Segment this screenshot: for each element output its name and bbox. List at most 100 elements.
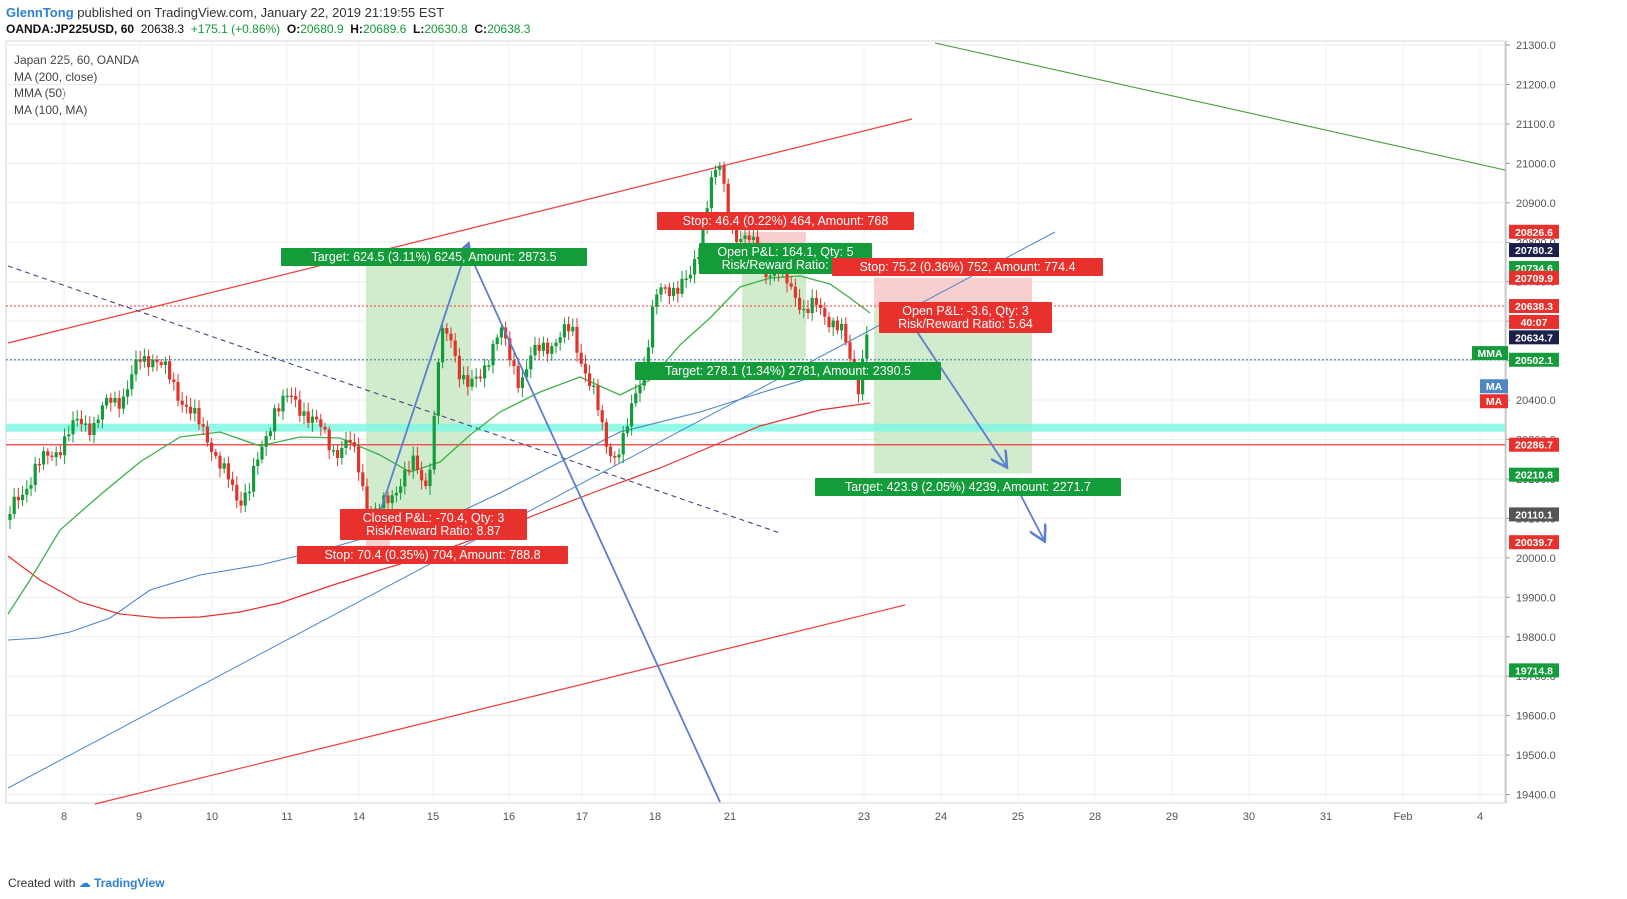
short-target-zone-3: [874, 307, 1032, 474]
trade-label-text: Target: 423.9 (2.05%) 4239, Amount: 2271…: [845, 480, 1091, 494]
candle-body: [84, 423, 88, 425]
candle-body: [806, 308, 810, 314]
price-change: +175.1 (+0.86%): [190, 22, 281, 36]
low-value: 20630.8: [424, 22, 468, 36]
price-tag: [1509, 507, 1559, 522]
candle-body: [525, 369, 529, 378]
price-tag-label: 20210.8: [1515, 470, 1553, 482]
candle-body: [168, 361, 172, 380]
candle-body: [176, 382, 180, 401]
candle-body: [142, 356, 146, 362]
candle-body: [163, 361, 167, 366]
candle-body: [180, 400, 184, 405]
candle-body: [37, 463, 41, 466]
last-price: 20638.3: [140, 22, 185, 36]
candle-body: [709, 177, 713, 209]
candle-body: [747, 235, 751, 240]
candle-body: [680, 278, 684, 294]
x-tick-label: 28: [1089, 811, 1101, 823]
trade-labels: Target: 624.5 (3.11%) 6245, Amount: 2873…: [281, 212, 1121, 564]
candle-body: [33, 463, 37, 486]
candle-body: [789, 283, 793, 287]
candle-body: [714, 169, 718, 178]
created-with-text: Created with: [8, 876, 76, 890]
x-tick-label: 24: [935, 811, 947, 823]
legend-series[interactable]: Japan 225, 60, OANDA: [14, 53, 140, 67]
symbol-label[interactable]: OANDA:JP225USD, 60: [6, 22, 135, 36]
x-tick-label: 31: [1320, 811, 1332, 823]
candle-body: [428, 469, 432, 487]
candle-body: [743, 235, 747, 239]
candle-body: [441, 328, 445, 363]
y-tick-label: 20900.0: [1516, 198, 1556, 210]
candle-body: [655, 294, 659, 307]
candle-body: [663, 287, 667, 289]
candle-body: [294, 396, 298, 400]
candle-body: [105, 397, 109, 406]
ohlc-line: OANDA:JP225USD, 60 20638.3 +175.1 (+0.86…: [6, 22, 530, 36]
candle-body: [453, 340, 457, 356]
candle-body: [315, 416, 319, 420]
candle-body: [583, 363, 587, 374]
candle-body: [462, 375, 466, 380]
publish-text: published on TradingView.com, January 22…: [73, 5, 445, 20]
candle-body: [63, 436, 67, 456]
candle-body: [512, 360, 516, 367]
candle-body: [256, 459, 260, 466]
candle-body: [264, 436, 268, 447]
candle-body: [394, 492, 398, 496]
candle-body: [814, 297, 818, 305]
candle-body: [478, 376, 482, 379]
candle-body: [865, 334, 869, 359]
grid: [5, 40, 1506, 804]
x-tick-label: 17: [576, 811, 588, 823]
x-tick-label: 23: [858, 811, 870, 823]
author-link[interactable]: GlennTong: [6, 5, 74, 20]
chart-legend: Japan 225, 60, OANDA MA (200, close) MMA…: [14, 52, 139, 118]
candle-body: [54, 452, 58, 458]
trade-label-text: Target: 624.5 (3.11%) 6245, Amount: 2873…: [311, 250, 556, 264]
x-tick-label: 30: [1243, 811, 1255, 823]
candle-body: [71, 420, 75, 435]
candle-body: [495, 337, 499, 344]
legend-ma200[interactable]: MA (200, close): [14, 69, 98, 84]
candle-body: [147, 356, 151, 368]
ma100-line: [7, 402, 871, 619]
y-tick-label: 19900.0: [1516, 592, 1556, 604]
low-label: L:: [413, 22, 425, 36]
candle-body: [365, 486, 369, 514]
candle-body: [109, 397, 113, 403]
trade-label-box: [635, 362, 941, 380]
tradingview-brand[interactable]: TradingView: [94, 876, 165, 890]
legend-mma50[interactable]: MMA (50): [14, 86, 67, 100]
y-tick-label: 19600.0: [1516, 711, 1556, 723]
candle-body: [533, 344, 537, 356]
candle-body: [722, 165, 726, 184]
candle-body: [197, 408, 201, 425]
candle-body: [352, 442, 356, 447]
price-chart[interactable]: Target: 624.5 (3.11%) 6245, Amount: 2873…: [0, 38, 1627, 864]
trend-lines: [7, 42, 1506, 805]
candle-body: [222, 463, 226, 469]
candle-body: [268, 431, 272, 437]
candle-body: [46, 451, 50, 456]
x-tick-label: Feb: [1394, 811, 1413, 823]
trade-label-text: Risk/Reward Ratio: 8.87: [366, 524, 501, 538]
x-tick-label: 21: [724, 811, 736, 823]
x-tick-label: 25: [1012, 811, 1024, 823]
candle-body: [285, 395, 289, 398]
x-tick-label: 16: [503, 811, 515, 823]
high-label: H:: [350, 22, 363, 36]
x-tick-label: 9: [136, 811, 142, 823]
price-tag: [1509, 299, 1559, 314]
candle-body: [571, 326, 575, 332]
arrow-up-1: [379, 245, 468, 513]
candle-body: [361, 472, 365, 487]
candle-body: [260, 446, 264, 460]
plot-frame: [5, 40, 1506, 804]
indicator-tag-label: MA: [1486, 396, 1503, 408]
x-tick-label: 14: [353, 811, 365, 823]
candle-body: [138, 359, 142, 362]
candle-body: [386, 495, 390, 504]
legend-ma100[interactable]: MA (100, MA): [14, 102, 88, 117]
